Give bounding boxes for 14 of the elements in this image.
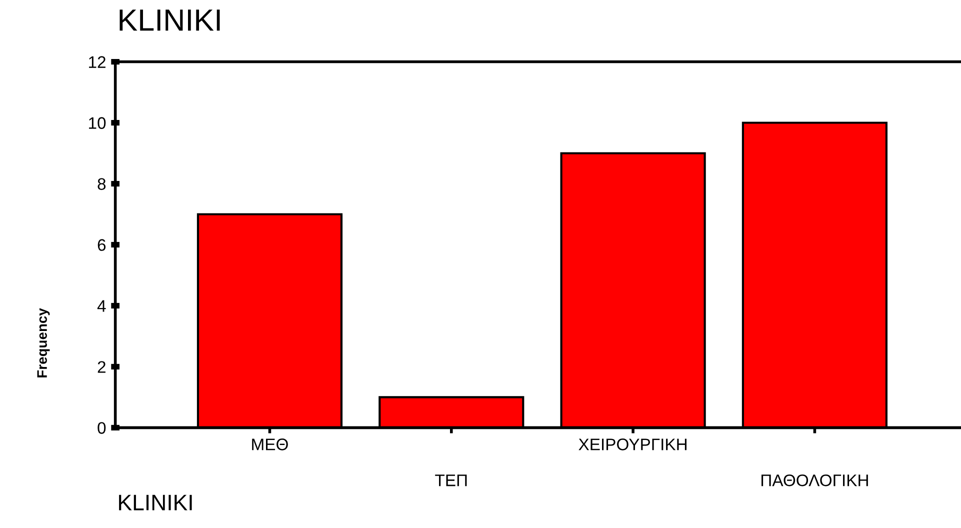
- x-tick-label: ΧΕΙΡΟΥΡΓΙΚΗ: [578, 438, 686, 450]
- y-tick-label: 0: [98, 422, 106, 434]
- y-axis-title: Frequency: [37, 308, 50, 378]
- y-tick-label: 6: [98, 239, 106, 251]
- chart-title: KLINIKI: [120, 10, 220, 31]
- x-tick-label: ΠΑΘΟΛΟΓΙΚΗ: [762, 474, 868, 486]
- y-tick-label: 12: [89, 56, 106, 68]
- y-tick-label: 4: [97, 300, 106, 312]
- x-tick-label: ΤΕΠ: [435, 474, 467, 486]
- x-tick-label: ΜΕΘ: [252, 438, 288, 450]
- x-axis-title: KLINIKI: [119, 494, 192, 510]
- y-tick-label: 10: [89, 117, 106, 129]
- y-tick-label: 8: [98, 178, 106, 190]
- y-tick-label: 2: [98, 361, 106, 373]
